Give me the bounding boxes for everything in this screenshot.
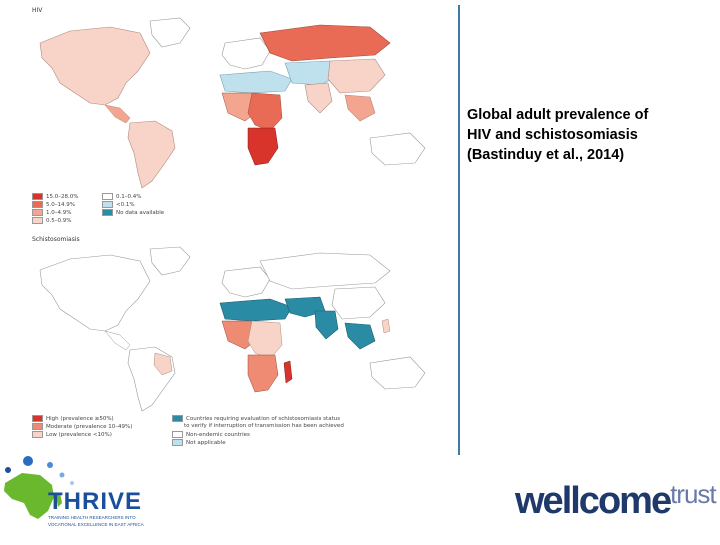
swatch	[32, 209, 43, 216]
legend-label: Low (prevalence <10%)	[46, 432, 112, 438]
hiv-world-map	[39, 17, 426, 189]
india	[304, 82, 333, 114]
north-africa	[219, 298, 293, 322]
swatch	[32, 415, 43, 422]
legend-label: 0.1–0.4%	[116, 194, 142, 200]
india	[314, 310, 339, 340]
slide-caption: Global adult prevalence of HIV and schis…	[467, 105, 707, 165]
legend-label: 0.5–0.9%	[46, 218, 72, 224]
africa-central	[247, 320, 283, 360]
wellcome-trust-logo: wellcometrust	[515, 479, 717, 523]
brazil-endemic	[153, 352, 173, 376]
central-america	[104, 330, 131, 351]
madagascar	[283, 360, 293, 384]
swatch	[32, 423, 43, 430]
figure-panel: HIV 15.0–28.0% 5.0–14.9% 1.0–4.9% 0.5–0.…	[28, 5, 460, 455]
swatch	[102, 201, 113, 208]
africa-south	[247, 127, 279, 166]
southeast-asia	[344, 322, 376, 350]
caption-line: HIV and schistosomiasis	[467, 127, 638, 143]
russia	[259, 24, 391, 62]
legend-label: Countries requiring evaluation of schist…	[186, 416, 341, 422]
africa-central	[247, 92, 283, 132]
south-america	[127, 120, 176, 189]
thrive-logo-graphic	[4, 456, 74, 519]
russia	[259, 252, 391, 290]
north-america	[39, 254, 151, 332]
legend-label: Not applicable	[186, 440, 226, 446]
legend-label: High (prevalence ≥50%)	[46, 416, 114, 422]
legend-label: 5.0–14.9%	[46, 202, 75, 208]
swatch	[32, 217, 43, 224]
north-africa	[219, 70, 293, 94]
china	[331, 286, 386, 320]
thrive-tagline: VOCATIONAL EXCELLENCE IN EAST AFRICA	[48, 522, 144, 527]
swatch	[32, 193, 43, 200]
swatch	[172, 439, 183, 446]
central-america	[104, 104, 131, 124]
caption-line: Global adult prevalence of	[467, 107, 649, 123]
greenland	[149, 246, 191, 276]
australia	[369, 356, 426, 390]
legend-label: No data available	[116, 210, 165, 216]
legend-label: <0.1%	[116, 202, 135, 208]
thrive-tagline: TRAINING HEALTH RESEARCHERS INTO	[48, 515, 136, 520]
legend-label: 1.0–4.9%	[46, 210, 72, 216]
philippines	[381, 318, 391, 334]
swatch	[102, 193, 113, 200]
swatch	[102, 209, 113, 216]
legend-label: 15.0–28.0%	[46, 194, 79, 200]
schisto-world-map	[39, 246, 426, 412]
hiv-legend: 15.0–28.0% 5.0–14.9% 1.0–4.9% 0.5–0.9% 0…	[32, 193, 232, 233]
trust-wordmark: trust	[670, 479, 717, 509]
north-america	[39, 26, 151, 106]
legend-label: to verify if interruption of transmissio…	[184, 423, 344, 429]
schisto-map-title: Schistosomiasis	[32, 236, 80, 243]
hiv-map-title: HIV	[32, 7, 43, 14]
australia	[369, 132, 426, 166]
thrive-wordmark: THRIVE	[48, 488, 143, 515]
china	[327, 58, 386, 94]
europe	[221, 266, 271, 298]
swatch	[32, 431, 43, 438]
europe	[221, 37, 271, 70]
greenland	[149, 17, 191, 48]
swatch	[172, 415, 183, 422]
swatch	[172, 431, 183, 438]
southeast-asia	[344, 94, 376, 122]
thrive-logo: THRIVE TRAINING HEALTH RESEARCHERS INTO …	[0, 455, 150, 540]
legend-label: Non-endemic countries	[186, 432, 250, 438]
legend-label: Moderate (prevalence 10–49%)	[46, 424, 133, 430]
wellcome-wordmark: wellcome	[515, 480, 672, 522]
caption-line: (Bastinduy et al., 2014)	[467, 147, 625, 163]
swatch	[32, 201, 43, 208]
schisto-legend: High (prevalence ≥50%) Moderate (prevale…	[32, 415, 452, 460]
africa-south	[247, 354, 279, 393]
